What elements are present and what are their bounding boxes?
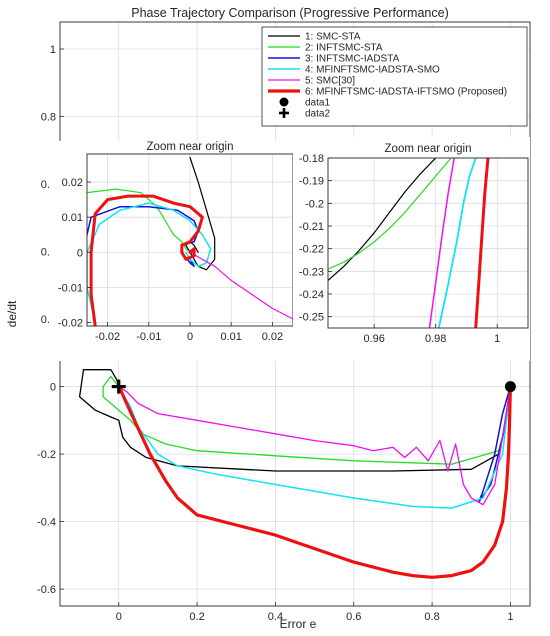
inset-0-x-tick-label: 0.02 bbox=[262, 331, 283, 343]
main-x-tick-label: 1 bbox=[507, 611, 513, 623]
inset-1-series-2-line bbox=[328, 158, 452, 270]
main-x-tick-label: 0.6 bbox=[346, 611, 361, 623]
y-axis-label: de/dt bbox=[5, 300, 19, 327]
legend-swatch bbox=[279, 108, 289, 118]
inset-1-y-tick-label: -0.24 bbox=[299, 289, 324, 301]
inset-zoom-left: Zoom near origin -0.02 -0.01 0 0.01 0.02 -0.… bbox=[49, 141, 297, 361]
legend-entry: 4: MFINFTSMC-IADSTA-SMO bbox=[268, 65, 440, 76]
main-series-5-line bbox=[118, 385, 512, 506]
inset-1-y-tick-label: -0.25 bbox=[299, 312, 324, 324]
main-series-group bbox=[78, 369, 512, 579]
main-x-tick-label: 0.2 bbox=[189, 611, 204, 623]
inset-1-y-tick-label: -0.18 bbox=[299, 153, 324, 165]
main-series-1-line bbox=[78, 369, 512, 472]
legend-label: 4: MFINFTSMC-IADSTA-SMO bbox=[305, 65, 440, 76]
main-series-6-line bbox=[117, 385, 512, 579]
inset-1-series-1-line bbox=[328, 158, 437, 281]
legend-label: 5: SMC[30] bbox=[305, 76, 355, 87]
legend-entry: 3: INFTSMC-IADSTA bbox=[268, 54, 400, 65]
inset-left-title: Zoom near origin bbox=[147, 141, 234, 153]
inset-0-series-2-line bbox=[87, 188, 191, 253]
main-x-tick-label: 0.8 bbox=[424, 611, 439, 623]
inset-0-y-tick-label: -0.02 bbox=[58, 317, 83, 329]
main-x-tick-label: 0.4 bbox=[268, 611, 283, 623]
marker-data1 bbox=[504, 381, 516, 393]
legend-swatch bbox=[279, 97, 289, 107]
main-y-tick-label: -0.4 bbox=[37, 517, 56, 529]
chart-title: Phase Trajectory Comparison (Progressive… bbox=[131, 6, 448, 20]
legend-label: data1 bbox=[305, 98, 330, 109]
inset-right-title: Zoom near origin bbox=[385, 143, 472, 155]
inset-1-series-4-line bbox=[437, 158, 477, 328]
main-x-tick-label: 0 bbox=[116, 611, 122, 623]
main-x-ticks: 0 0.2 0.4 0.6 0.8 1 bbox=[116, 602, 513, 623]
inset-0-y-tick-label: 0.01 bbox=[62, 212, 83, 224]
inset-1-y-tick-label: -0.21 bbox=[299, 221, 324, 233]
inset-0-x-tick-label: -0.02 bbox=[95, 331, 120, 343]
inset-0-x-tick-label: -0.01 bbox=[136, 331, 161, 343]
marker-data2 bbox=[111, 379, 126, 394]
inset-right-y-ticks: -0.25 -0.24 -0.23 -0.22 -0.21 -0.2 -0.19 -0.18 bbox=[299, 153, 332, 324]
inset-1-y-tick-label: -0.22 bbox=[299, 244, 324, 256]
main-y-tick-label: 0.8 bbox=[41, 112, 56, 124]
legend-entry: 6: MFINFTSMC-IADSTA-IFTSMO (Proposed) bbox=[268, 87, 507, 98]
inset-1-x-tick-label: 1 bbox=[494, 333, 500, 345]
inset-0-x-tick-label: 0 bbox=[187, 331, 193, 343]
main-y-tick-label: -0.2 bbox=[37, 449, 56, 461]
legend-label: data2 bbox=[305, 109, 330, 120]
main-y-tick-label: 0 bbox=[50, 382, 56, 394]
legend-label: 3: INFTSMC-IADSTA bbox=[305, 54, 400, 65]
main-series-4-line bbox=[118, 385, 512, 509]
legend-label: 6: MFINFTSMC-IADSTA-IFTSMO (Proposed) bbox=[305, 87, 507, 98]
inset-1-x-tick-label: 0.98 bbox=[425, 333, 446, 345]
inset-1-series-3-line bbox=[428, 158, 455, 328]
legend-entry: 1: SMC-STA bbox=[268, 32, 361, 43]
inset-1-y-tick-label: -0.19 bbox=[299, 176, 324, 188]
x-axis-label: Error e bbox=[280, 617, 317, 631]
main-y-tick-label: 1 bbox=[50, 44, 56, 56]
inset-left-background bbox=[49, 141, 297, 361]
inset-left-y-ticks: -0.02 -0.01 0 0.01 0.02 bbox=[58, 177, 91, 329]
main-markers-group bbox=[111, 379, 516, 394]
inset-0-y-tick-label: 0.02 bbox=[62, 177, 83, 189]
legend-entry: 2: INFTSMC-STA bbox=[268, 43, 383, 54]
main-series-2-line bbox=[102, 375, 512, 465]
inset-right-x-ticks: 0.96 0.98 1 bbox=[363, 324, 500, 345]
main-y-tick-label: -0.6 bbox=[37, 584, 56, 596]
inset-left-series-group bbox=[87, 156, 293, 326]
legend-entry: data2 bbox=[279, 108, 330, 120]
inset-0-series-4-line bbox=[87, 202, 212, 324]
inset-right-frame bbox=[327, 157, 529, 329]
legend-label: 1: SMC-STA bbox=[305, 32, 361, 43]
inset-left-x-ticks: -0.02 -0.01 0 0.01 0.02 bbox=[95, 322, 283, 343]
inset-1-y-tick-label: -0.2 bbox=[305, 198, 324, 210]
inset-0-series-5-line bbox=[189, 251, 293, 320]
legend-entry: data1 bbox=[279, 97, 330, 109]
inset-zoom-right: Zoom near origin 0.96 0.98 1 -0.25-0.24-0.… bbox=[293, 137, 530, 361]
inset-0-y-tick-label: -0.01 bbox=[58, 282, 83, 294]
inset-1-y-tick-label: -0.23 bbox=[299, 266, 324, 278]
legend-entry: 5: SMC[30] bbox=[268, 76, 355, 87]
inset-1-series-5-line bbox=[474, 158, 490, 328]
inset-0-y-tick-label: 0 bbox=[77, 247, 83, 259]
legend-box bbox=[261, 26, 528, 127]
legend-label: 2: INFTSMC-STA bbox=[305, 43, 383, 54]
inset-1-x-tick-label: 0.96 bbox=[363, 333, 384, 345]
inset-0-x-tick-label: 0.01 bbox=[220, 331, 241, 343]
inset-0-series-6-line bbox=[89, 194, 204, 326]
inset-right-series-group bbox=[328, 158, 490, 328]
